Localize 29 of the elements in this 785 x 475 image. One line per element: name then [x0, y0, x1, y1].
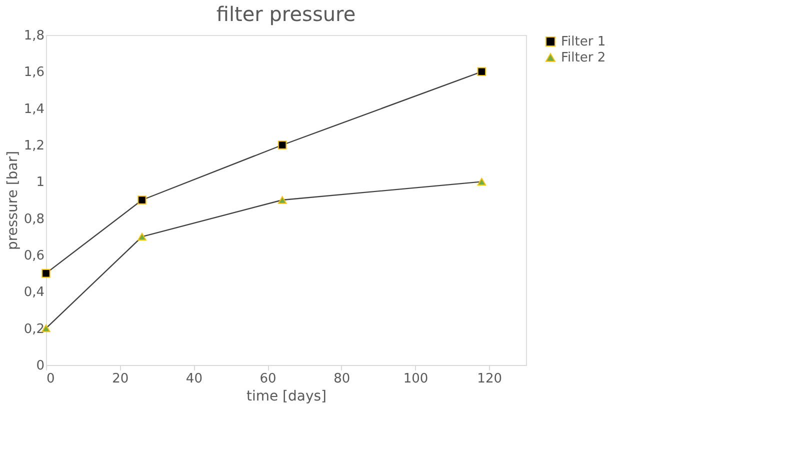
legend-label: Filter 1	[561, 34, 606, 50]
point	[477, 178, 486, 186]
x-tick-label: 0	[46, 372, 55, 386]
legend-label: Filter 2	[561, 50, 606, 66]
x-tick-label: 20	[112, 372, 129, 386]
x-axis-title: time [days]	[246, 388, 327, 404]
point	[42, 268, 50, 278]
point	[477, 67, 486, 76]
y-axis-title: pressure [bar]	[4, 150, 21, 250]
chart-title: filter pressure	[216, 2, 356, 26]
point	[138, 196, 146, 204]
x-tick-label: 40	[186, 372, 202, 386]
y-tick-label: 1,4	[24, 102, 44, 117]
y-tick-label: 1	[36, 175, 44, 190]
y-tick-label: 0,6	[24, 248, 44, 264]
x-tick-label: 100	[403, 372, 428, 386]
point	[138, 232, 146, 241]
point	[278, 196, 287, 204]
y-tick-label: 1,8	[24, 28, 44, 44]
y-tick-label: 0,4	[24, 285, 44, 300]
y-tick-label: 0,8	[24, 212, 44, 227]
point	[278, 140, 287, 150]
x-tick-label: 80	[334, 372, 350, 386]
y-tick-label: 0,2	[24, 322, 44, 337]
x-tick-label: 60	[260, 372, 276, 386]
y-tick-label: 1,2	[24, 138, 44, 154]
y-tick-label: 1,6	[24, 65, 44, 80]
x-tick-label: 120	[477, 372, 502, 386]
y-tick-label: 0	[36, 358, 44, 374]
